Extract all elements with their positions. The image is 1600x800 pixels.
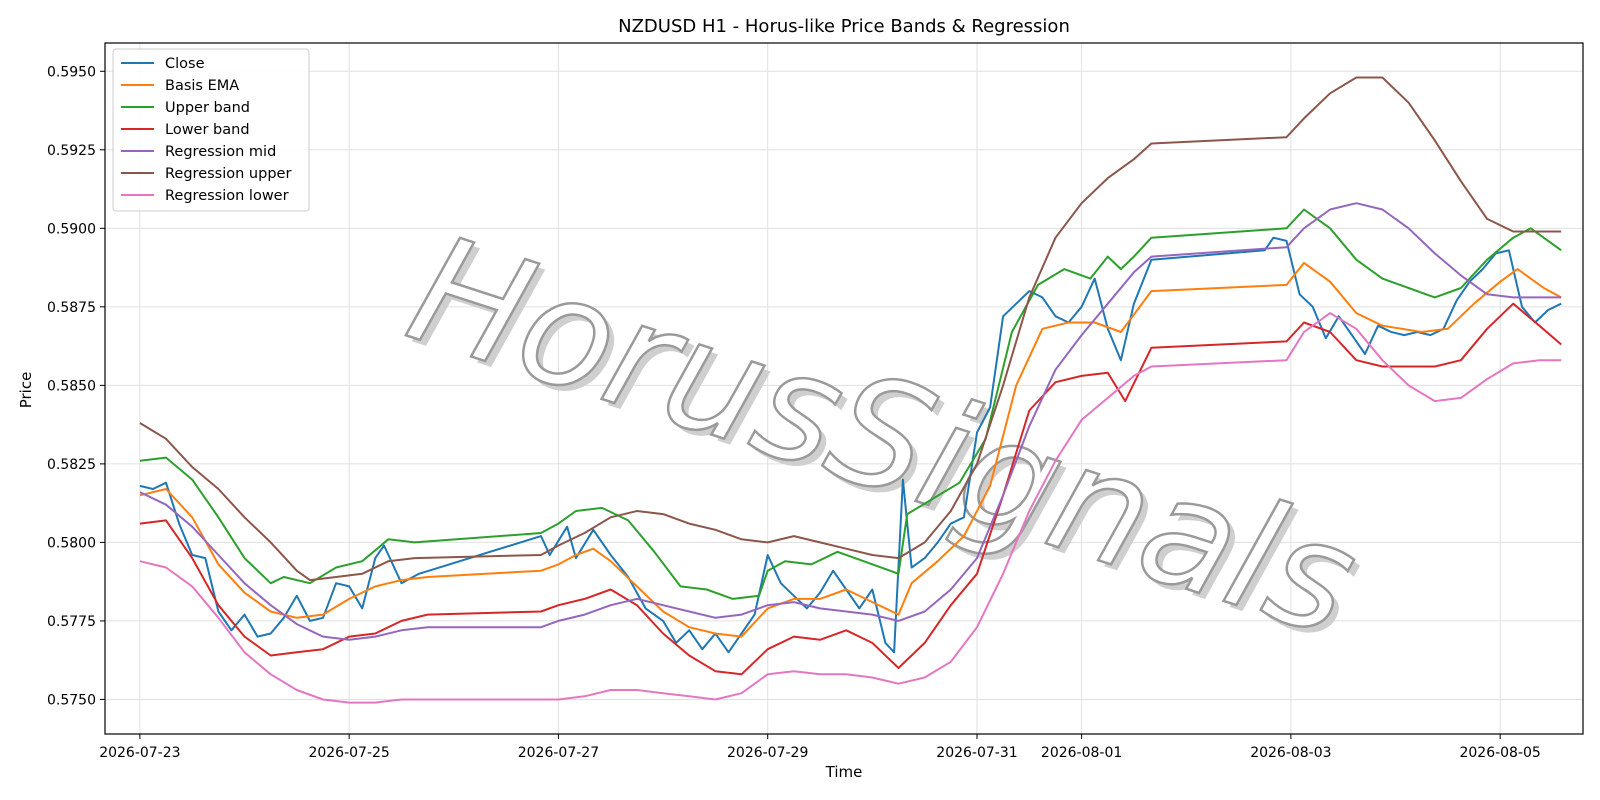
- x-axis-label: Time: [825, 763, 863, 781]
- series-line-regression-mid: [139, 202, 1562, 641]
- series-line-lower-band: [139, 302, 1562, 676]
- x-tick-label: 2026-08-05: [1459, 745, 1540, 761]
- series-line-close: [139, 236, 1562, 654]
- y-axis: 0.5750 0.5775 0.5800 0.5825 0.5850 0.5875 0.59…: [47, 64, 105, 708]
- y-tick-label: 0.5900: [47, 221, 96, 237]
- x-tick-label: 2026-07-29: [727, 745, 808, 761]
- legend-label: Regression lower: [165, 188, 289, 204]
- x-tick-label: 2026-08-01: [1041, 745, 1122, 761]
- legend-label: Basis EMA: [165, 78, 239, 94]
- legend-label: Regression upper: [165, 166, 291, 182]
- legend-box: [112, 48, 310, 212]
- y-tick-label: 0.5925: [47, 143, 96, 159]
- x-tick-label: 2026-07-25: [308, 745, 389, 761]
- y-tick-label: 0.5850: [47, 378, 96, 394]
- y-tick-label: 0.5775: [47, 614, 96, 630]
- y-tick-label: 0.5875: [47, 300, 96, 316]
- y-tick-label: 0.5825: [47, 457, 96, 473]
- y-axis-label: Price: [17, 372, 35, 409]
- series-lines: [139, 76, 1562, 704]
- x-tick-label: 2026-07-31: [936, 745, 1017, 761]
- x-tick-label: 2026-07-27: [518, 745, 599, 761]
- y-tick-label: 0.5800: [47, 535, 96, 551]
- y-tick-label: 0.5950: [47, 64, 96, 80]
- series-line-regression-lower: [139, 312, 1562, 704]
- legend-label: Close: [165, 56, 205, 72]
- x-axis: 2026-07-23 2026-07-25 2026-07-27 2026-07-29…: [99, 734, 1541, 761]
- grid: [105, 43, 1583, 734]
- series-line-regression-upper: [139, 76, 1562, 582]
- chart-title: NZDUSD H1 - Horus-like Price Bands & Reg…: [618, 16, 1070, 37]
- plot-frame: [104, 42, 1584, 735]
- y-tick-label: 0.5750: [47, 692, 96, 708]
- series-line-upper-band: [139, 208, 1562, 600]
- series-line-basis-ema: [139, 261, 1562, 638]
- legend-label: Regression mid: [165, 144, 276, 160]
- legend-label: Upper band: [165, 100, 250, 116]
- x-tick-label: 2026-08-03: [1250, 745, 1331, 761]
- legend: Close Basis EMA Upper band Lower band Regres…: [112, 48, 310, 212]
- x-tick-label: 2026-07-23: [99, 745, 180, 761]
- legend-label: Lower band: [165, 122, 250, 138]
